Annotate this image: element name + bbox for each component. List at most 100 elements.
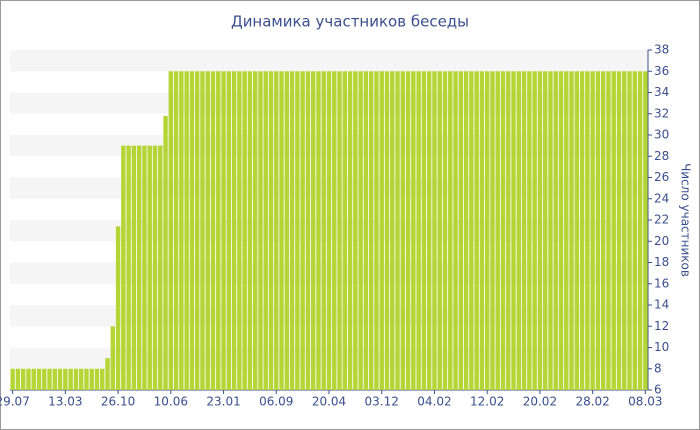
- bar: [221, 71, 226, 390]
- bar: [26, 368, 31, 390]
- y-tick-label: 16: [654, 276, 669, 290]
- x-tick-label: 28.02: [575, 395, 609, 409]
- x-tick-label: 13.03: [48, 395, 82, 409]
- bar: [115, 226, 121, 390]
- bar: [136, 145, 142, 390]
- bar: [469, 71, 474, 390]
- bar: [258, 71, 263, 390]
- bar: [643, 71, 648, 390]
- bar: [600, 71, 606, 390]
- bar: [263, 71, 268, 390]
- bar: [374, 71, 379, 390]
- bar: [548, 71, 553, 390]
- bar: [147, 145, 152, 390]
- x-tick-label: 26.10: [101, 395, 135, 409]
- bar: [57, 368, 63, 390]
- bar: [437, 71, 442, 390]
- bar: [622, 71, 627, 390]
- bar: [205, 71, 210, 390]
- chart-title: Динамика участников беседы: [231, 13, 469, 31]
- bar: [78, 368, 84, 390]
- bar: [569, 71, 574, 390]
- bar: [379, 71, 384, 390]
- bar: [168, 71, 174, 390]
- bar: [242, 71, 247, 390]
- bar: [553, 71, 558, 390]
- x-tick-label: 20.02: [523, 395, 557, 409]
- y-tick-label: 30: [654, 128, 669, 142]
- bar: [326, 71, 332, 390]
- bar: [158, 145, 163, 390]
- bar: [590, 71, 595, 390]
- bar: [184, 71, 189, 390]
- bar: [268, 71, 274, 390]
- bar: [15, 368, 21, 390]
- bar: [479, 71, 485, 390]
- bar: [453, 71, 458, 390]
- x-tick-label: 03.12: [365, 395, 399, 409]
- bar: [448, 71, 453, 390]
- y-tick-label: 24: [654, 191, 669, 205]
- bar: [300, 71, 305, 390]
- bar: [442, 71, 448, 390]
- bar: [194, 71, 200, 390]
- bar: [463, 71, 469, 390]
- bar: [511, 71, 516, 390]
- bar: [310, 71, 316, 390]
- bar: [347, 71, 353, 390]
- bar: [384, 71, 390, 390]
- y-tick-label: 22: [654, 213, 669, 227]
- x-tick-label: 12.02: [470, 395, 504, 409]
- bar: [432, 71, 437, 390]
- bar: [637, 71, 643, 390]
- bar: [200, 71, 205, 390]
- y-tick-label: 20: [654, 234, 669, 248]
- bar: [231, 71, 237, 390]
- bar: [564, 71, 569, 390]
- x-tick-label: 20.04: [312, 395, 346, 409]
- y-tick-label: 38: [654, 43, 669, 57]
- x-tick-label: 10.06: [154, 395, 188, 409]
- bar: [426, 71, 432, 390]
- bar: [237, 71, 242, 390]
- x-tick-label: 04.02: [417, 395, 451, 409]
- bar: [20, 368, 26, 390]
- y-tick-label: 8: [654, 361, 662, 375]
- bar: [163, 115, 168, 390]
- y-tick-label: 12: [654, 319, 669, 333]
- x-tick-label: 08.03: [628, 395, 662, 409]
- y-axis-label: Число участников: [679, 163, 693, 277]
- y-tick-label: 14: [654, 298, 669, 312]
- bar: [142, 145, 147, 390]
- bar: [295, 71, 300, 390]
- bar: [47, 368, 52, 390]
- bar: [332, 71, 337, 390]
- bar: [495, 71, 500, 390]
- bar: [342, 71, 348, 390]
- bar: [226, 71, 232, 390]
- x-tick-label: 23.01: [206, 395, 240, 409]
- bar: [390, 71, 395, 390]
- bar: [521, 71, 527, 390]
- bar: [36, 368, 42, 390]
- bar: [284, 71, 290, 390]
- bar: [321, 71, 326, 390]
- bar: [506, 71, 511, 390]
- bar: [105, 358, 110, 390]
- bar: [89, 368, 94, 390]
- bar: [216, 71, 221, 390]
- grid-band: [10, 50, 648, 72]
- bar: [611, 71, 616, 390]
- bar: [210, 71, 216, 390]
- bar: [152, 145, 158, 390]
- bar: [94, 368, 100, 390]
- y-tick-label: 36: [654, 64, 669, 78]
- bar: [247, 71, 253, 390]
- bar: [358, 71, 363, 390]
- bar: [416, 71, 421, 390]
- bar: [52, 368, 58, 390]
- bar: [627, 71, 632, 390]
- bar: [121, 145, 126, 390]
- bar: [274, 71, 279, 390]
